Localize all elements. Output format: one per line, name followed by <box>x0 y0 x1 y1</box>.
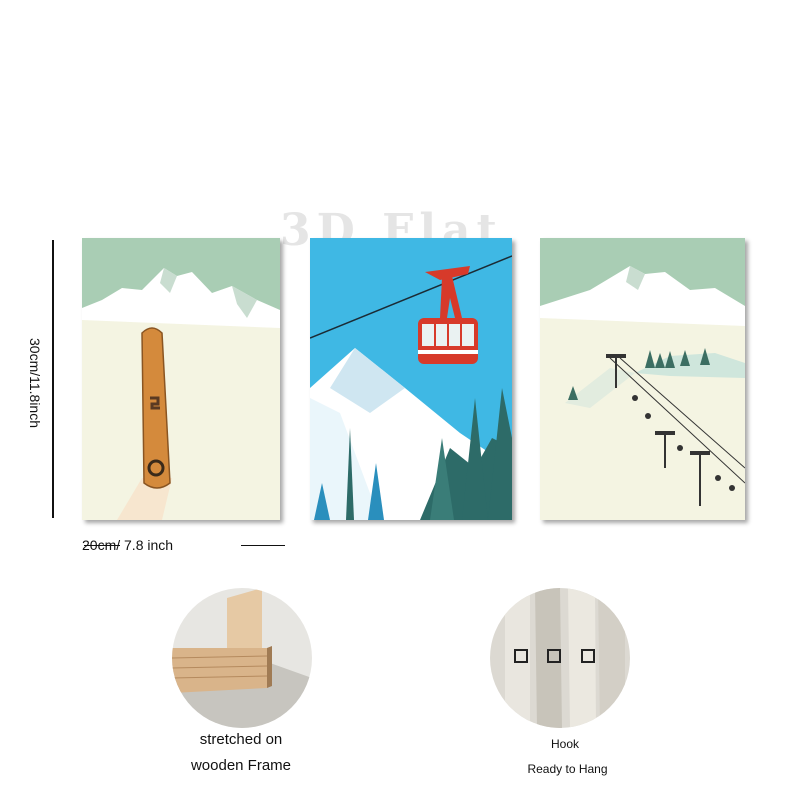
wooden-frame-corner-icon <box>172 588 312 728</box>
height-dimension-line <box>52 240 54 518</box>
wooden-frame-photo <box>172 588 312 728</box>
cable-car-illustration <box>310 238 512 520</box>
poster-panel-chairlift <box>540 238 745 520</box>
hook-caption-line2: Ready to Hang <box>527 762 608 776</box>
chairlift-illustration <box>540 238 745 520</box>
hanging-hook-icon <box>490 588 630 728</box>
frame-caption-line1: stretched on <box>199 731 283 748</box>
height-dimension-label: 30cm/11.8inch <box>27 337 44 429</box>
poster-panel-cable-car <box>310 238 512 520</box>
frame-caption-line2: wooden Frame <box>190 757 292 774</box>
snowboard-illustration <box>82 238 280 520</box>
width-dimension-label: 20cm/ 7.8 inch <box>82 537 174 553</box>
hook-caption-line1: Hook <box>550 737 579 751</box>
poster-panel-snowboard <box>82 238 280 520</box>
width-dimension-line-right <box>241 545 285 546</box>
width-dimension-line-left <box>84 545 120 546</box>
hook-photo <box>490 588 630 728</box>
